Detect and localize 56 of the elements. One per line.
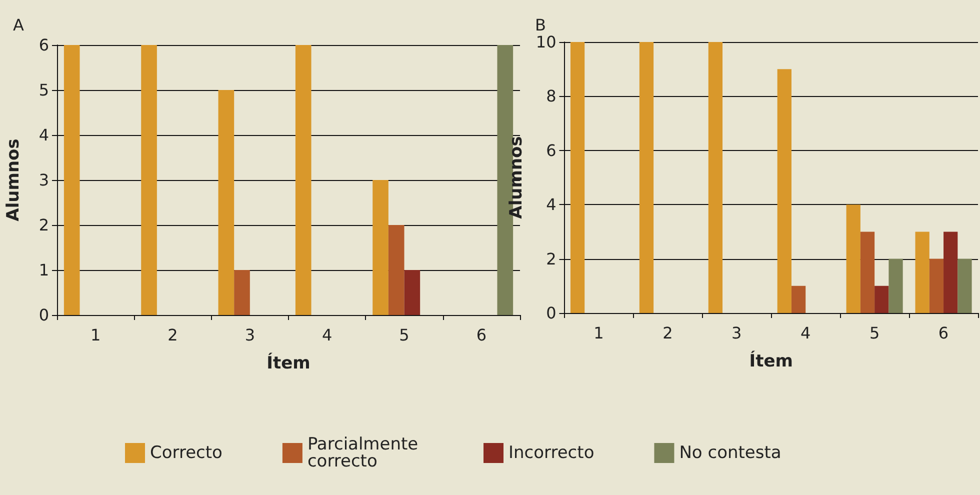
x-tick-label: 4 (322, 326, 332, 344)
x-tick-label: 5 (399, 326, 410, 344)
y-tick-label: 0 (38, 306, 49, 324)
bar (295, 45, 312, 315)
chart-title: A (13, 16, 24, 34)
bar (708, 42, 723, 313)
bar (958, 258, 972, 313)
y-tick-label: 4 (546, 195, 556, 214)
y-tick-label: 2 (546, 249, 556, 268)
x-tick-label: 1 (594, 324, 604, 342)
bar (777, 69, 792, 313)
x-tick-label: 1 (90, 326, 101, 344)
legend-label: Parcialmente correcto (307, 434, 424, 472)
bar (929, 258, 944, 313)
bar (944, 232, 958, 313)
legend-label: Correcto (150, 443, 222, 463)
bar (874, 286, 889, 313)
y-tick-label: 10 (536, 32, 556, 52)
bar (915, 232, 930, 313)
y-tick-label: 5 (38, 80, 49, 100)
x-axis-title: Ítem (266, 352, 310, 374)
y-tick-label: 6 (38, 36, 49, 54)
bar (639, 42, 654, 313)
bar (64, 45, 80, 315)
y-tick-label: 6 (546, 140, 556, 160)
legend-label: Incorrecto (508, 443, 594, 463)
bar (404, 270, 420, 315)
bar (388, 225, 404, 315)
bar (218, 90, 234, 315)
bar (141, 45, 157, 315)
y-tick-label: 3 (38, 170, 49, 190)
x-tick-label: 2 (168, 326, 178, 344)
chart-title: B (535, 16, 546, 34)
x-tick-label: 5 (869, 324, 880, 342)
x-tick-label: 3 (244, 326, 256, 344)
bar (860, 232, 875, 313)
bar (372, 180, 388, 315)
bar (791, 286, 806, 313)
bar (570, 42, 585, 313)
y-tick-label: 0 (546, 304, 556, 322)
x-axis-title: Ítem (749, 350, 793, 372)
legend-label: No contesta (679, 443, 782, 463)
x-tick-label: 6 (938, 324, 949, 342)
x-tick-label: 2 (662, 324, 673, 342)
bar (234, 270, 250, 315)
y-tick-label: 1 (38, 260, 49, 280)
y-axis-title: Alumnos (4, 138, 24, 222)
x-tick-label: 4 (800, 324, 811, 342)
y-tick-label: 8 (546, 86, 556, 106)
y-axis-title: Alumnos (506, 136, 526, 219)
bar (846, 204, 860, 313)
bar (888, 258, 903, 313)
y-tick-label: 2 (38, 216, 49, 234)
x-tick-label: 3 (732, 324, 742, 342)
x-tick-label: 6 (476, 326, 487, 344)
y-tick-label: 4 (38, 126, 49, 144)
